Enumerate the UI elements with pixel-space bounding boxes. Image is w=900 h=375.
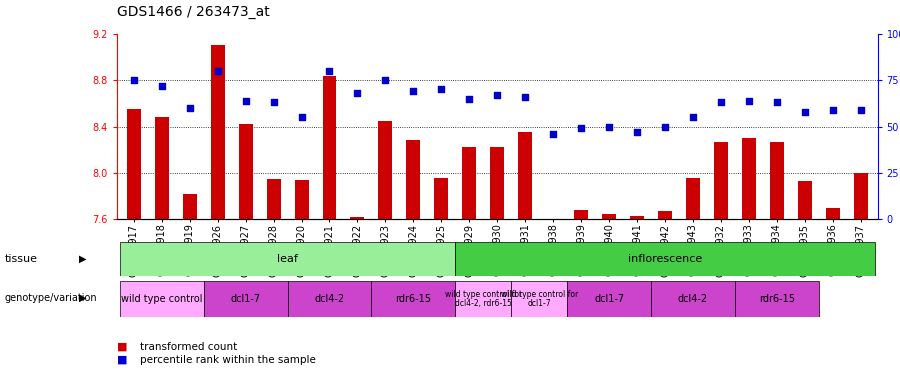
- Bar: [630, 216, 644, 219]
- Bar: [455, 281, 511, 317]
- Bar: [854, 173, 868, 219]
- Point: [490, 92, 504, 98]
- Text: ▶: ▶: [79, 293, 86, 303]
- Bar: [322, 75, 337, 219]
- Bar: [463, 147, 476, 219]
- Text: dcl4-2: dcl4-2: [314, 294, 345, 304]
- Bar: [797, 181, 812, 219]
- Text: dcl1-7: dcl1-7: [594, 294, 625, 304]
- Text: ■: ■: [117, 342, 128, 352]
- Point: [742, 98, 756, 104]
- Text: dcl1-7: dcl1-7: [230, 294, 261, 304]
- Point: [322, 68, 337, 74]
- Text: inflorescence: inflorescence: [628, 254, 702, 264]
- Point: [714, 99, 728, 105]
- Bar: [211, 45, 225, 219]
- Point: [770, 99, 784, 105]
- Point: [462, 96, 476, 102]
- Point: [686, 114, 700, 120]
- Bar: [183, 194, 197, 219]
- Text: wild type control for
dcl1-7: wild type control for dcl1-7: [500, 290, 578, 308]
- Point: [434, 87, 448, 93]
- Bar: [735, 281, 819, 317]
- Point: [574, 125, 589, 131]
- Bar: [288, 281, 372, 317]
- Bar: [567, 281, 651, 317]
- Point: [350, 90, 365, 96]
- Text: percentile rank within the sample: percentile rank within the sample: [140, 355, 315, 365]
- Point: [378, 77, 392, 83]
- Point: [825, 107, 840, 113]
- Point: [546, 131, 561, 137]
- Bar: [651, 281, 735, 317]
- Text: genotype/variation: genotype/variation: [4, 293, 97, 303]
- Text: wild type control for
dcl4-2, rdr6-15: wild type control for dcl4-2, rdr6-15: [445, 290, 522, 308]
- Bar: [658, 211, 672, 219]
- Bar: [120, 281, 203, 317]
- Text: wild type control: wild type control: [121, 294, 202, 304]
- Text: rdr6-15: rdr6-15: [395, 294, 431, 304]
- Bar: [491, 147, 504, 219]
- Bar: [518, 132, 532, 219]
- Bar: [120, 242, 455, 276]
- Bar: [742, 138, 756, 219]
- Bar: [238, 124, 253, 219]
- Text: GDS1466 / 263473_at: GDS1466 / 263473_at: [117, 5, 270, 19]
- Point: [155, 83, 169, 89]
- Bar: [155, 117, 168, 219]
- Bar: [770, 142, 784, 219]
- Bar: [372, 281, 455, 317]
- Bar: [826, 208, 840, 219]
- Text: ▶: ▶: [79, 254, 86, 264]
- Point: [183, 105, 197, 111]
- Point: [518, 94, 533, 100]
- Bar: [714, 142, 728, 219]
- Point: [294, 114, 309, 120]
- Point: [406, 88, 420, 94]
- Bar: [203, 281, 288, 317]
- Bar: [294, 180, 309, 219]
- Point: [127, 77, 141, 83]
- Point: [266, 99, 281, 105]
- Bar: [350, 217, 365, 219]
- Point: [602, 124, 616, 130]
- Text: tissue: tissue: [4, 254, 38, 264]
- Bar: [511, 281, 567, 317]
- Bar: [602, 214, 616, 219]
- Text: rdr6-15: rdr6-15: [759, 294, 795, 304]
- Bar: [455, 242, 875, 276]
- Bar: [407, 141, 420, 219]
- Bar: [266, 179, 281, 219]
- Point: [658, 124, 672, 130]
- Bar: [378, 121, 392, 219]
- Text: ■: ■: [117, 355, 128, 365]
- Point: [211, 68, 225, 74]
- Bar: [574, 210, 588, 219]
- Bar: [686, 178, 700, 219]
- Text: transformed count: transformed count: [140, 342, 237, 352]
- Point: [238, 98, 253, 104]
- Bar: [127, 109, 140, 219]
- Text: dcl4-2: dcl4-2: [678, 294, 708, 304]
- Point: [797, 109, 812, 115]
- Point: [630, 129, 644, 135]
- Bar: [435, 178, 448, 219]
- Text: leaf: leaf: [277, 254, 298, 264]
- Point: [853, 107, 868, 113]
